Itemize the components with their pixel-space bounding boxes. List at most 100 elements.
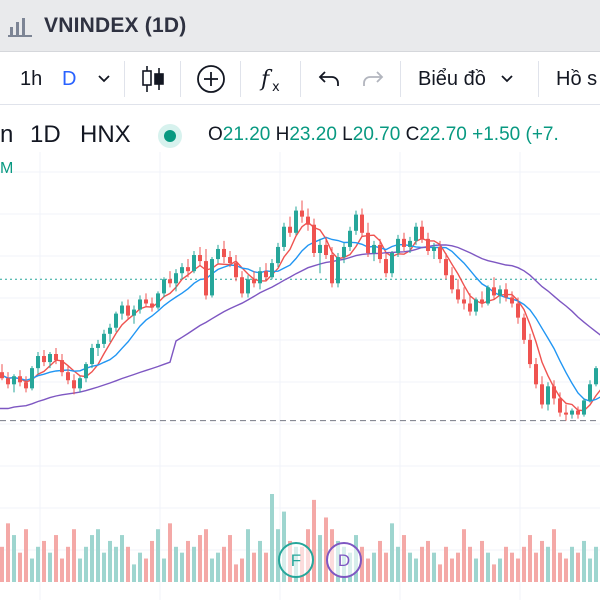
candle-body [438, 246, 442, 260]
candle-body [504, 289, 508, 298]
low-key: L [342, 124, 353, 145]
candle-body [120, 305, 124, 314]
volume-bar [252, 552, 256, 582]
candle-body [24, 382, 28, 389]
interval-1h-label: 1h [20, 67, 43, 90]
candle-body [300, 210, 304, 217]
volume-bar [588, 558, 592, 582]
candle-body [462, 299, 466, 304]
svg-text:f: f [259, 67, 273, 92]
candle-body [348, 230, 352, 247]
interval-1h-button[interactable]: 1h [20, 53, 42, 105]
candle-body [516, 303, 520, 318]
volume-bar [144, 558, 148, 582]
chart-type-button[interactable] [140, 53, 166, 105]
redo-icon [363, 71, 384, 86]
candle-body [396, 238, 400, 253]
candle-body [270, 263, 274, 278]
high-value: 23.20 [289, 124, 337, 145]
profile-menu-button[interactable]: Hồ s [556, 53, 597, 105]
event-marker-label: D [338, 551, 350, 570]
volume-bar [60, 558, 64, 582]
candle-body [198, 255, 202, 262]
volume-bar [78, 558, 82, 582]
moving-average-line [0, 244, 600, 410]
volume-bar [204, 529, 208, 582]
candle-body [450, 275, 454, 290]
candle-body [204, 261, 208, 296]
candle-body [330, 255, 334, 284]
toolbar-divider [300, 61, 301, 97]
volume-bar [138, 552, 142, 582]
symbol-name[interactable]: n [0, 121, 14, 148]
functions-button[interactable]: f x [258, 53, 288, 105]
volume-bar [246, 529, 250, 582]
candle-body [426, 238, 430, 251]
candle-body [156, 293, 160, 308]
candle-body [576, 410, 580, 415]
candle-body [114, 313, 118, 328]
candle-body [498, 289, 502, 296]
volume-bar [438, 564, 442, 582]
candle-body [324, 244, 328, 256]
volume-bar [480, 540, 484, 582]
volume-bar [18, 552, 22, 582]
symbol-interval[interactable]: 1D [30, 121, 61, 148]
volume-bar [474, 558, 478, 582]
candle-body [360, 214, 364, 233]
volume-bar [366, 558, 370, 582]
indicator-label: M [0, 160, 14, 177]
candle-body [486, 287, 490, 304]
candle-body [78, 378, 82, 389]
add-indicator-button[interactable] [196, 53, 226, 105]
volume-bar [498, 558, 502, 582]
moving-average-line [0, 236, 600, 402]
candle-body [342, 246, 346, 258]
close-value: 22.70 [419, 124, 467, 145]
undo-icon [318, 71, 339, 86]
candle-body [366, 232, 370, 253]
volume-bar [174, 546, 178, 582]
candlestick-icon [142, 66, 164, 92]
redo-button[interactable] [360, 53, 386, 105]
candle-body [432, 246, 436, 251]
volume-bar [540, 540, 544, 582]
volume-bar [444, 546, 448, 582]
toolbar-divider [124, 61, 125, 97]
chart-menu-button[interactable]: Biểu đồ [418, 53, 518, 105]
candle-body [102, 333, 106, 344]
candle-body [228, 257, 232, 264]
volume-bar [312, 499, 316, 582]
candle-body [522, 317, 526, 340]
interval-dropdown-button[interactable] [94, 53, 114, 105]
volume-bar [36, 546, 40, 582]
candle-body [252, 279, 256, 284]
window-titlebar: VNINDEX (1D) [0, 0, 600, 52]
candle-body [282, 226, 286, 247]
candle-body [180, 267, 184, 274]
volume-bar [468, 546, 472, 582]
volume-bar [564, 558, 568, 582]
volume-bar [384, 552, 388, 582]
volume-bar [228, 535, 232, 582]
volume-bar [30, 558, 34, 582]
low-value: 20.70 [352, 124, 401, 145]
volume-bar [456, 552, 460, 582]
candle-body [234, 263, 238, 278]
chevron-down-icon [98, 75, 110, 83]
toolbar-divider [538, 61, 539, 97]
symbol-exchange[interactable]: HNX [80, 121, 131, 148]
market-status-icon [158, 124, 182, 148]
candle-body [540, 384, 544, 405]
volume-bar [120, 535, 124, 582]
undo-button[interactable] [316, 53, 342, 105]
volume-bar [582, 540, 586, 582]
candle-body [96, 343, 100, 348]
interval-d-button[interactable]: D [62, 53, 76, 105]
candle-body [6, 378, 10, 385]
volume-bar [222, 546, 226, 582]
candle-body [18, 376, 22, 383]
candle-body [336, 257, 340, 284]
volume-bar [54, 535, 58, 582]
